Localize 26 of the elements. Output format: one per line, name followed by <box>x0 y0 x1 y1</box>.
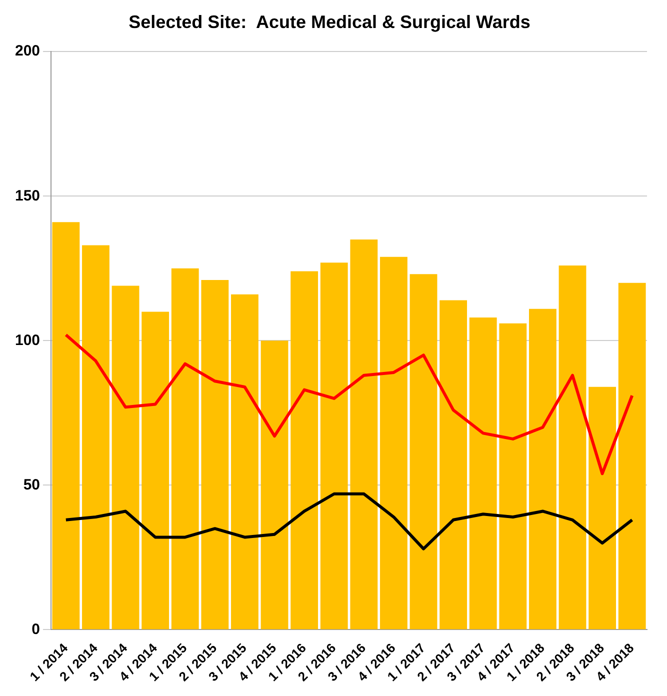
bar <box>380 256 408 630</box>
bar <box>171 268 199 630</box>
bar <box>528 308 556 630</box>
bar <box>260 340 288 630</box>
y-tick-label: 200 <box>14 42 40 60</box>
bar <box>558 266 586 630</box>
bar <box>410 274 438 630</box>
bar <box>469 318 497 630</box>
bar <box>201 280 229 630</box>
bar <box>618 282 646 630</box>
bar <box>82 245 110 630</box>
y-tick-label: 50 <box>23 476 40 494</box>
bar <box>440 300 468 630</box>
bar <box>112 286 140 630</box>
bar <box>142 312 170 630</box>
bar <box>290 271 318 630</box>
chart-title: Selected Site: Acute Medical & Surgical Wards <box>128 12 530 32</box>
bar <box>350 240 378 630</box>
bar <box>499 323 527 630</box>
y-tick-label: 150 <box>14 187 40 204</box>
bar <box>320 262 348 630</box>
y-tick-label: 100 <box>14 332 40 349</box>
bar <box>52 222 80 630</box>
bar <box>231 294 258 630</box>
bar <box>588 386 616 630</box>
y-tick-label: 0 <box>32 620 40 638</box>
